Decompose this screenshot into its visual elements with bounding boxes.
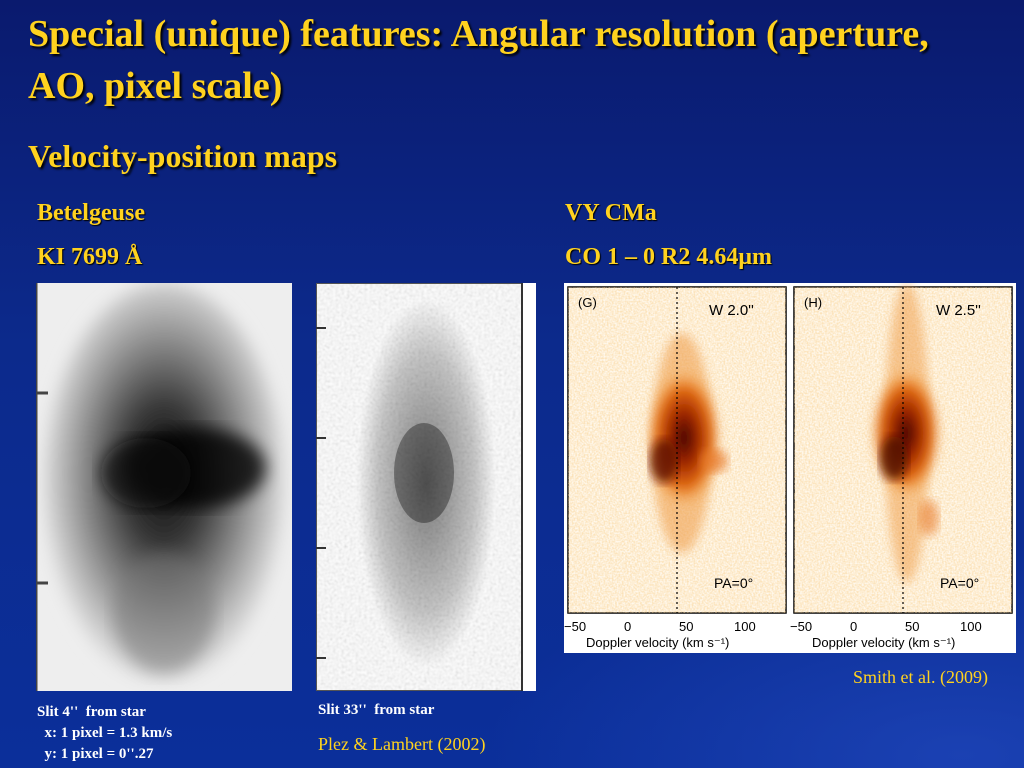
panel-g-slit: W 2.0'' xyxy=(709,302,754,319)
panel-h-pa: PA=0° xyxy=(940,575,979,591)
panel-h-tag: (H) xyxy=(804,295,822,310)
panel-g-xaxis-label: Doppler velocity (km s⁻¹) xyxy=(586,635,729,650)
slide-title: Special (unique) features: Angular resol… xyxy=(28,13,929,107)
smith-reference: Smith et al. (2009) xyxy=(853,667,988,687)
panel-g-tick-1: 0 xyxy=(624,619,631,634)
panel-h-xaxis-label: Doppler velocity (km s⁻¹) xyxy=(812,635,955,650)
vycma-line-label: CO 1 – 0 R2 4.64μm xyxy=(565,244,772,270)
panel-g-ticks: −50 0 50 100 xyxy=(564,619,756,634)
vycma-label: VY CMa xyxy=(565,200,657,226)
panel-g: (G) W 2.0'' PA=0° −50 0 50 100 Doppler v… xyxy=(564,286,787,650)
panel-h-tick-3: 100 xyxy=(960,619,982,634)
slit4-caption-line1: Slit 4'' from star xyxy=(37,704,146,720)
panel-g-tick-0: −50 xyxy=(564,619,586,634)
betelgeuse-label: Betelgeuse xyxy=(37,200,145,226)
panel-h-tick-1: 0 xyxy=(850,619,857,634)
panel-h-slit: W 2.5'' xyxy=(936,302,981,319)
panel-g-tick-2: 50 xyxy=(679,619,693,634)
panel-g-tag: (G) xyxy=(578,295,597,310)
betelgeuse-map-slit4 xyxy=(36,283,292,691)
panel-h: (H) W 2.5'' PA=0° −50 0 50 100 Doppler v… xyxy=(790,283,1013,650)
panel-g-pa: PA=0° xyxy=(714,575,753,591)
vycma-velocity-maps: (G) W 2.0'' PA=0° −50 0 50 100 Doppler v… xyxy=(564,283,1016,653)
betelgeuse-line-label: KI 7699 Å xyxy=(37,244,143,270)
panel-h-ticks: −50 0 50 100 xyxy=(790,619,982,634)
betelgeuse-map-slit33 xyxy=(316,283,536,691)
plez-lambert-reference: Plez & Lambert (2002) xyxy=(318,734,486,754)
slit4-caption-line3: y: 1 pixel = 0''.27 xyxy=(37,746,154,762)
slide-subtitle: Velocity-position maps xyxy=(28,138,338,174)
panel-h-tick-0: −50 xyxy=(790,619,812,634)
panel-h-tick-2: 50 xyxy=(905,619,919,634)
slit33-caption: Slit 33'' from star xyxy=(318,702,435,718)
panel-g-tick-3: 100 xyxy=(734,619,756,634)
slit4-caption-line2: x: 1 pixel = 1.3 km/s xyxy=(37,725,173,741)
